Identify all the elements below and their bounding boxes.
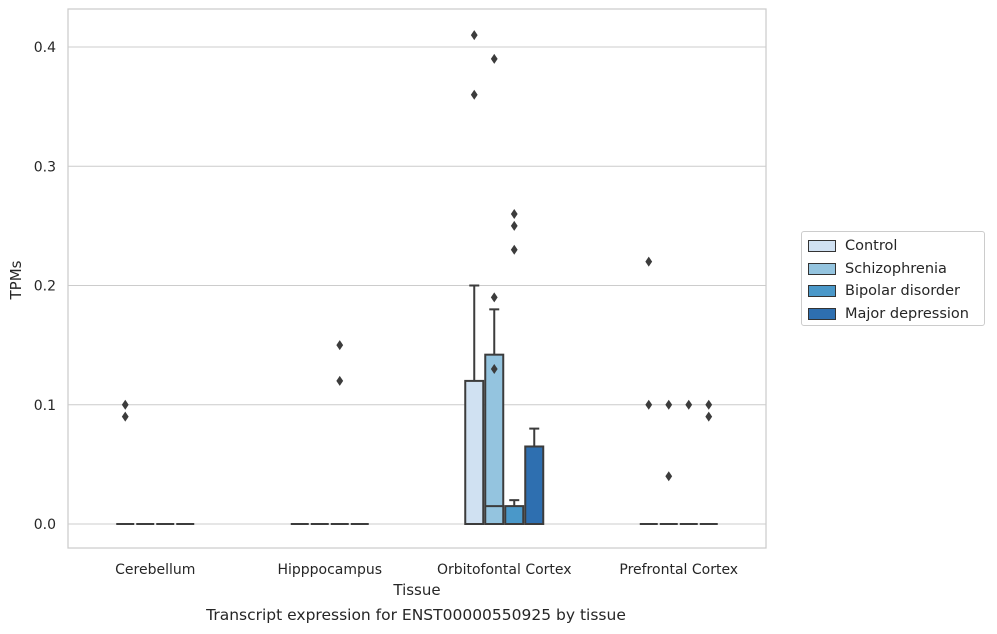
x-tick-label: Cerebellum bbox=[115, 562, 195, 578]
plot-area-frame bbox=[67, 8, 767, 549]
y-tick-label: 0.2 bbox=[34, 279, 56, 295]
legend-swatch bbox=[808, 262, 836, 275]
outlier-point bbox=[705, 399, 713, 410]
box-control bbox=[116, 399, 135, 525]
outlier-point bbox=[645, 256, 653, 267]
legend-label: Bipolar disorder bbox=[845, 283, 960, 300]
box-major-depression bbox=[699, 399, 718, 525]
grid-lines bbox=[68, 46, 766, 525]
x-axis-label: Tissue bbox=[392, 581, 440, 599]
outlier-point bbox=[645, 399, 653, 410]
legend-item: Bipolar disorder bbox=[808, 280, 984, 303]
outlier-point bbox=[510, 208, 518, 219]
y-tick-label: 0.0 bbox=[34, 517, 56, 533]
box-bipolar-disorder bbox=[679, 399, 698, 525]
legend-label: Schizophrenia bbox=[845, 260, 947, 277]
outlier-point bbox=[665, 471, 673, 482]
outlier-point bbox=[705, 411, 713, 422]
y-axis-label: TPMs bbox=[7, 260, 25, 300]
outlier-point bbox=[121, 399, 129, 410]
legend-swatch bbox=[808, 307, 836, 320]
box-major-depression bbox=[524, 427, 545, 525]
box-bipolar-disorder bbox=[504, 208, 525, 525]
outlier-point bbox=[490, 53, 498, 64]
legend-item: Schizophrenia bbox=[808, 258, 984, 281]
legend-swatch bbox=[808, 285, 836, 298]
box-control bbox=[464, 30, 485, 525]
box-schizophrenia bbox=[659, 399, 678, 525]
outlier-point bbox=[336, 375, 344, 386]
outlier-point bbox=[336, 340, 344, 351]
x-axis-ticks: Cerebellum Hipppocampus Orbitofontal Corte… bbox=[115, 562, 738, 578]
box-body bbox=[504, 505, 525, 525]
box-body bbox=[484, 353, 505, 526]
legend-label: Control bbox=[845, 238, 898, 255]
box-bipolar-disorder bbox=[330, 340, 349, 525]
box-body bbox=[524, 445, 545, 525]
outlier-point bbox=[510, 220, 518, 231]
legend: Control Schizophrenia Bipolar disorder Majo… bbox=[801, 231, 985, 326]
outlier-point bbox=[490, 292, 498, 303]
box-body bbox=[464, 379, 485, 525]
outlier-point bbox=[685, 399, 693, 410]
outlier-point bbox=[490, 363, 498, 374]
y-axis-ticks: 0.0 0.1 0.2 0.3 0.4 bbox=[34, 40, 56, 533]
legend-item: Major depression bbox=[808, 303, 984, 326]
box-schizophrenia bbox=[484, 53, 505, 526]
outlier-point bbox=[510, 244, 518, 255]
legend-label: Major depression bbox=[845, 305, 969, 322]
x-tick-label: Orbitofontal Cortex bbox=[437, 562, 572, 578]
y-tick-label: 0.1 bbox=[34, 398, 56, 414]
outlier-point bbox=[470, 89, 478, 100]
x-tick-label: Prefrontal Cortex bbox=[619, 562, 738, 578]
outlier-point bbox=[470, 30, 478, 41]
outlier-point bbox=[665, 399, 673, 410]
chart-caption: Transcript expression for ENST0000055092… bbox=[206, 606, 626, 624]
x-tick-label: Hipppocampus bbox=[277, 562, 382, 578]
box-control bbox=[639, 256, 658, 525]
legend-swatch bbox=[808, 240, 836, 253]
y-tick-label: 0.4 bbox=[34, 40, 56, 56]
legend-item: Control bbox=[808, 235, 984, 258]
outlier-point bbox=[121, 411, 129, 422]
boxes-layer bbox=[116, 30, 718, 526]
y-tick-label: 0.3 bbox=[34, 159, 56, 175]
